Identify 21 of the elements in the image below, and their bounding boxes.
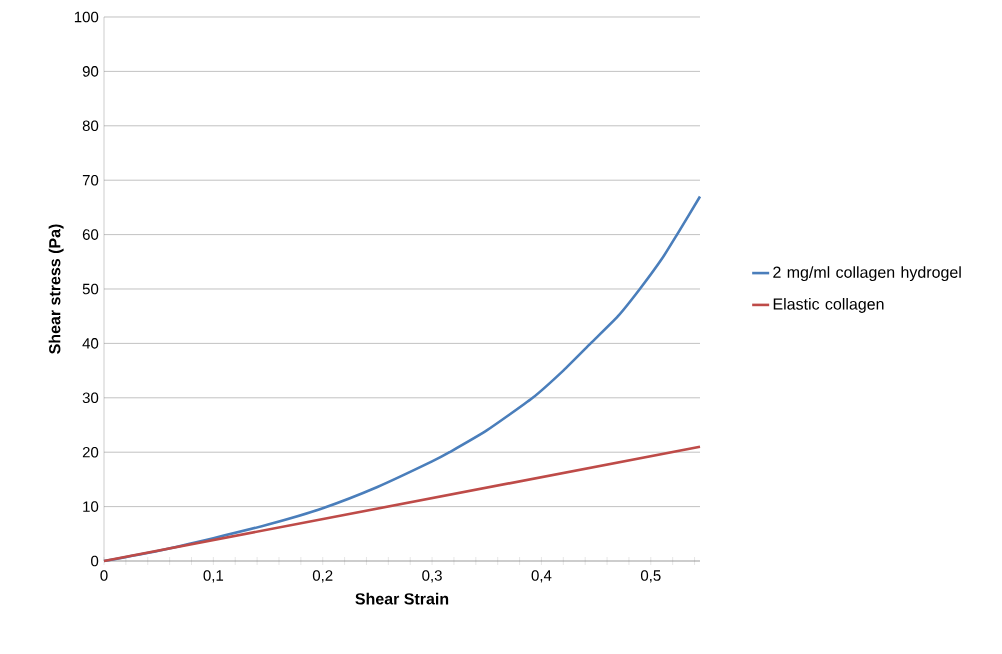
y-axis-title: Shear stress (Pa) [48, 224, 64, 354]
x-tick-label: 0,3 [422, 570, 442, 583]
y-tick-label: 40 [82, 338, 99, 349]
x-tick-label: 0,1 [203, 570, 224, 583]
x-tick-label: 0 [100, 570, 108, 581]
y-tick-label: 50 [82, 283, 99, 295]
x-axis-title: Shear Strain [355, 592, 449, 605]
y-tick-label: 90 [82, 66, 99, 77]
legend-label: 2 mg/ml collagen hydrogel [773, 266, 961, 282]
x-tick-label: 0,2 [312, 570, 333, 583]
y-tick-label: 60 [82, 229, 99, 240]
y-tick-label: 70 [82, 174, 99, 186]
x-tick-label: 0,4 [531, 570, 552, 583]
y-tick-label: 0 [91, 555, 99, 567]
y-tick-label: 10 [83, 501, 99, 512]
y-tick-label: 100 [74, 11, 99, 23]
y-tick-label: 20 [82, 446, 99, 458]
x-tick-label: 0,5 [640, 570, 661, 583]
y-tick-label: 30 [82, 392, 99, 404]
legend-label: Elastic collagen [773, 297, 884, 313]
y-tick-label: 80 [82, 120, 99, 132]
